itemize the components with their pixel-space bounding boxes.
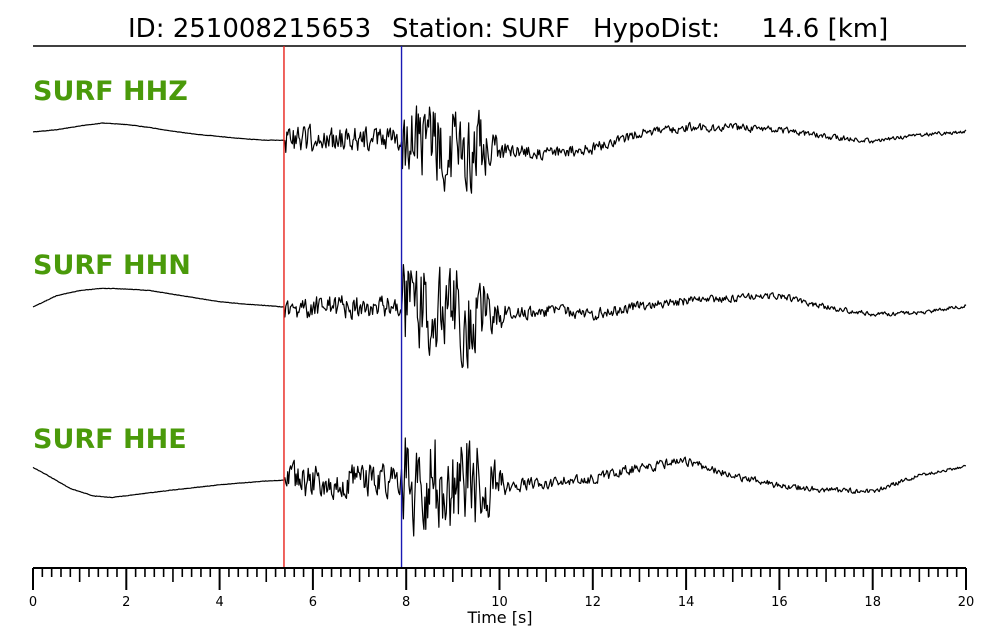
x-axis-tick-labels: 0 2 4 6 8 10 12 14 16 18 20 [29, 595, 974, 610]
x-tick-label: 2 [122, 595, 130, 610]
x-tick-label: 4 [215, 595, 223, 610]
title-station: Station: SURF [392, 14, 570, 44]
trace-label-hhe: SURF HHE [33, 424, 187, 455]
x-tick-label: 8 [402, 595, 410, 610]
x-axis-label: Time [s] [466, 608, 532, 627]
x-tick-label: 14 [678, 595, 695, 610]
x-tick-label: 12 [585, 595, 602, 610]
title-hypodist: HypoDist: 14.6 [km] [593, 14, 888, 44]
trace-hhn [32, 264, 967, 369]
title-id: ID: 251008215653 [128, 14, 371, 44]
trace-hhz [32, 105, 967, 194]
x-tick-label: 10 [491, 595, 508, 610]
x-tick-label: 20 [958, 595, 975, 610]
x-axis-ticks [32, 568, 967, 590]
x-tick-label: 18 [864, 595, 881, 610]
trace-hhe [32, 437, 967, 537]
trace-label-hhz: SURF HHZ [33, 76, 188, 107]
traces-group [32, 105, 967, 537]
x-tick-label: 0 [29, 595, 37, 610]
x-tick-label: 6 [309, 595, 317, 610]
x-tick-label: 16 [771, 595, 788, 610]
trace-label-hhn: SURF HHN [33, 250, 191, 281]
